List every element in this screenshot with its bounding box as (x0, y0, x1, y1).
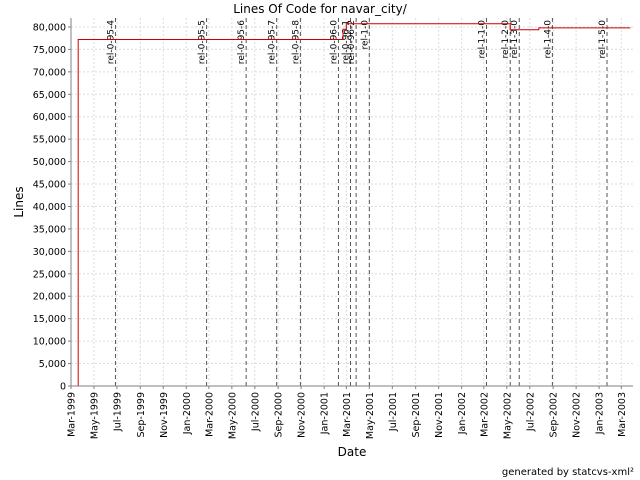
x-tick-label: Jul-2001 (388, 392, 399, 432)
y-tick-label: 25,000 (33, 269, 66, 280)
y-tick-label: 5,000 (39, 359, 66, 370)
x-tick-label: Nov-2001 (434, 392, 445, 438)
x-tick-label: May-2001 (365, 392, 376, 439)
release-marker-label: rel-1-2-0 (501, 20, 511, 59)
x-tick-label: Mar-2003 (617, 392, 628, 437)
x-tick-label: May-2000 (227, 392, 238, 439)
y-tick-labels: 0 5,000 10,000 15,000 20,000 25,000 30,000 35,0… (33, 22, 71, 393)
x-tick-label: Jan-2001 (320, 392, 331, 435)
x-tick-label: Mar-1999 (67, 392, 78, 437)
release-marker-label: rel-1-1-0 (477, 20, 487, 59)
x-tick-label: Nov-1999 (159, 392, 170, 438)
x-tick-label: Nov-2002 (572, 392, 583, 438)
x-tick-label: Jul-2002 (525, 392, 536, 432)
x-tick-label: Sep-2001 (411, 392, 422, 438)
y-tick-label: 80,000 (33, 22, 66, 33)
release-marker-label: rel-0-95-4 (106, 20, 116, 64)
y-tick-label: 40,000 (33, 202, 66, 213)
x-tick-label: Jul-2000 (250, 392, 261, 432)
y-tick-label: 20,000 (33, 292, 66, 303)
x-tick-labels: Mar-1999 May-1999 Jul-1999 Sep-1999 Nov-1999… (67, 386, 628, 439)
chart-title: Lines Of Code for navar_city/ (233, 2, 407, 16)
x-tick-label: Sep-2002 (549, 392, 560, 438)
y-tick-label: 30,000 (33, 247, 66, 258)
x-axis-label: Date (338, 445, 367, 459)
x-tick-label: Sep-2000 (274, 392, 285, 438)
x-tick-label: Mar-2000 (204, 392, 215, 437)
y-tick-label: 55,000 (33, 135, 66, 146)
plot-area (71, 18, 633, 386)
y-tick-label: 35,000 (33, 224, 66, 235)
x-tick-label: Jan-2003 (595, 392, 606, 435)
release-marker-label: rel-0-96-2 (347, 20, 357, 64)
release-marker-label: rel-0-96-0 (329, 20, 339, 64)
release-marker-label: rel-0-95-8 (291, 20, 301, 64)
x-tick-label: May-2002 (502, 392, 513, 439)
y-tick-label: 50,000 (33, 157, 66, 168)
x-tick-label: Jan-2000 (182, 392, 193, 435)
y-tick-label: 45,000 (33, 180, 66, 191)
y-tick-label: 75,000 (33, 45, 66, 56)
release-marker-label: rel-0-96-1 (341, 20, 351, 64)
x-tick-label: Sep-1999 (136, 392, 147, 438)
y-tick-label: 65,000 (33, 90, 66, 101)
release-marker-label: rel-1-0 (360, 20, 370, 50)
x-tick-label: Nov-2000 (297, 392, 308, 438)
release-marker-label: rel-0-95-7 (268, 20, 278, 64)
x-tick-label: May-1999 (89, 392, 100, 439)
x-tick-label: Jan-2002 (457, 392, 468, 435)
release-marker-label: rel-0-95-5 (198, 20, 208, 64)
loc-series-line (77, 23, 631, 386)
release-marker-label: rel-0-95-6 (237, 20, 247, 64)
y-axis-label: Lines (12, 186, 26, 217)
series-layer (77, 23, 631, 386)
generator-footer: generated by statcvs-xml² (502, 467, 634, 478)
y-tick-label: 0 (60, 382, 66, 393)
release-markers: rel-0-95-4 rel-0-95-5 rel-0-95-6 rel-0-95-7… (106, 18, 608, 386)
x-tick-label: Jul-1999 (112, 392, 123, 432)
y-tick-label: 60,000 (33, 112, 66, 123)
release-marker-label: rel-1-3-0 (510, 20, 520, 59)
y-tick-label: 70,000 (33, 67, 66, 78)
y-tick-label: 10,000 (33, 337, 66, 348)
x-tick-label: Mar-2002 (479, 392, 490, 437)
x-tick-label: Mar-2001 (342, 392, 353, 437)
release-marker-label: rel-1-5-0 (598, 20, 608, 59)
release-marker-label: rel-1-4-0 (543, 20, 553, 59)
y-tick-label: 15,000 (33, 314, 66, 325)
